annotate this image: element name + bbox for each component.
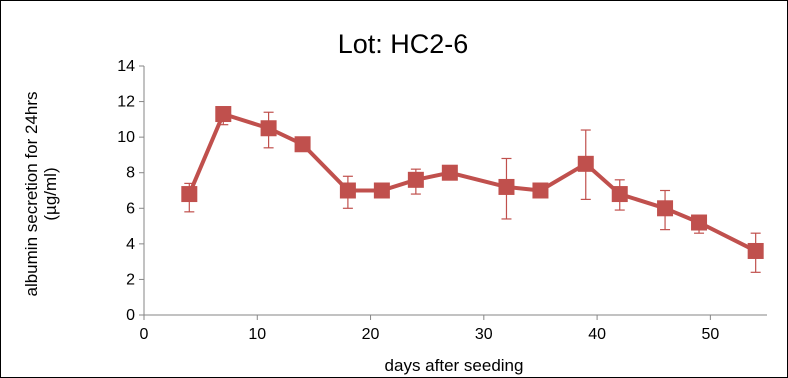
y-tick-label: 10: [117, 129, 135, 146]
x-tick-label: 50: [701, 326, 719, 343]
data-point: [294, 136, 311, 153]
y-axis-title-line-1: albumin secretion for 24hrs: [22, 91, 41, 296]
axes: [143, 66, 767, 316]
data-point: [691, 214, 708, 231]
x-tick-label: 10: [248, 326, 266, 343]
data-point: [747, 242, 764, 259]
y-axis-title: albumin secretion for 24hrs (µg/ml): [22, 91, 60, 296]
y-axis-title-line-2: (µg/ml): [41, 167, 60, 220]
x-tick-label: 20: [362, 326, 380, 343]
y-tick-label: 4: [126, 236, 135, 253]
y-tick-label: 8: [126, 165, 135, 182]
x-tick-label: 0: [140, 326, 149, 343]
data-point: [532, 182, 549, 199]
chart-title: Lot: HC2-6: [338, 29, 469, 59]
y-tick-label: 0: [126, 307, 135, 324]
y-tick-label: 14: [117, 58, 135, 75]
data-point: [577, 155, 594, 172]
data-point: [181, 186, 198, 203]
x-axis-title: days after seeding: [385, 356, 524, 375]
y-tick-label: 2: [126, 271, 135, 288]
data-point: [498, 178, 515, 195]
series-layer: [181, 106, 764, 273]
data-point: [611, 186, 628, 203]
x-tick-label: 40: [588, 326, 606, 343]
y-tick-label: 6: [126, 200, 135, 217]
data-point: [260, 120, 277, 137]
data-point: [407, 171, 424, 188]
data-point: [215, 106, 232, 123]
x-tick-label: 30: [475, 326, 493, 343]
data-point: [339, 182, 356, 199]
ticks: 0 2 4 6 8 10 12 14 0 10 20 30 40 50: [117, 58, 719, 343]
data-point: [657, 200, 674, 217]
data-point: [373, 182, 390, 199]
y-tick-label: 12: [117, 94, 135, 111]
data-point: [441, 164, 458, 181]
